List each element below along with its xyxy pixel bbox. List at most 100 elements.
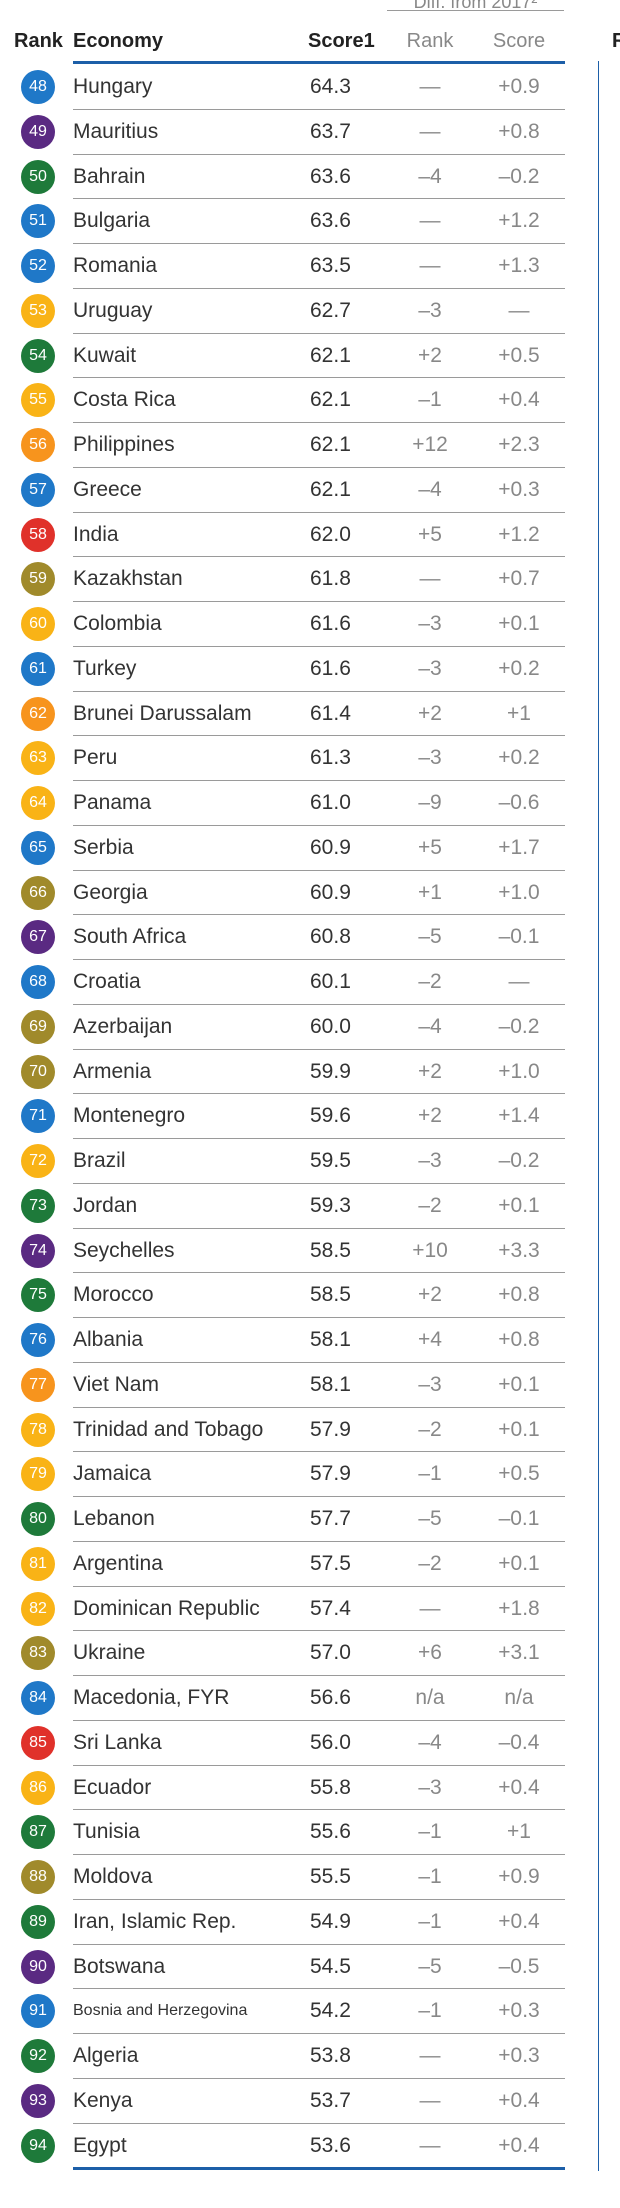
economy: South Africa	[73, 925, 187, 949]
row-rule	[73, 108, 565, 110]
row-rule	[73, 2033, 565, 2034]
score: 53.7	[310, 2088, 351, 2112]
row-rule	[73, 914, 565, 916]
score: 60.8	[310, 925, 351, 949]
header-rule	[73, 61, 565, 64]
diff-score: +1.0	[498, 880, 540, 904]
rank-badge: 82	[21, 1591, 55, 1626]
economy: Hungary	[73, 75, 153, 98]
economy: Romania	[73, 254, 158, 277]
economy: Colombia	[73, 612, 162, 635]
score: 62.7	[310, 298, 351, 322]
rank-badge: 54	[21, 338, 55, 373]
rank-badge: 59	[21, 562, 55, 597]
rank-badge: 57	[21, 472, 55, 507]
diff-score: –0.2	[498, 164, 540, 188]
diff-rank: –3	[418, 298, 442, 322]
rank-badge: 56	[21, 428, 55, 462]
economy: Georgia	[73, 880, 148, 904]
diff-rank: +5	[418, 522, 442, 546]
rank-badge: 79	[21, 1457, 55, 1492]
row-rule	[73, 153, 565, 155]
row-rule	[73, 1272, 565, 1274]
diff-score: +2.3	[498, 433, 540, 456]
row-rule	[73, 824, 565, 826]
diff-rank: —	[419, 75, 441, 98]
score: 57.0	[310, 1641, 351, 1665]
score: 62.1	[310, 388, 351, 412]
diff-score: +1.2	[498, 209, 540, 233]
economy: Ukraine	[73, 1641, 146, 1665]
diff-score: +0.4	[498, 1775, 540, 1799]
row-rule	[73, 287, 565, 289]
score: 63.6	[310, 164, 351, 188]
economy: Panama	[73, 791, 152, 814]
diff-rank: —	[419, 119, 441, 143]
diff-rank: –3	[418, 1149, 442, 1172]
diff-rank: +2	[418, 343, 442, 367]
economy: Brazil	[73, 1149, 126, 1172]
diff-rank: –1	[418, 1820, 442, 1844]
diff-score: +1.0	[498, 1059, 540, 1083]
rank-badge: 60	[21, 607, 55, 641]
score: 55.5	[310, 1865, 351, 1888]
row-rule	[73, 869, 565, 871]
score: 61.8	[310, 567, 351, 591]
diff-score: —	[508, 298, 530, 322]
economy: Seychelles	[73, 1238, 175, 1262]
score: 53.8	[310, 2044, 351, 2067]
diff-rank: —	[419, 2133, 441, 2157]
row-rule	[73, 1943, 565, 1945]
diff-rank: +2	[418, 1059, 442, 1083]
row-rule	[73, 645, 565, 647]
row-rule	[73, 1809, 565, 1811]
rank-badge: 62	[21, 696, 55, 731]
rank-badge: 67	[21, 920, 55, 955]
rank-header: Rank	[14, 30, 63, 52]
diff-score: +0.1	[498, 1417, 540, 1441]
rank-badge: 53	[21, 293, 55, 328]
diff-rank: —	[419, 567, 441, 591]
rank-badge: 75	[21, 1278, 55, 1313]
score: 57.4	[310, 1596, 351, 1620]
diff-score: —	[508, 970, 530, 993]
diff-header: Diff. from 2017²	[413, 0, 538, 12]
rank-badge: 84	[21, 1681, 55, 1715]
rank-badge: 51	[21, 204, 55, 239]
diff-score: +0.2	[498, 656, 540, 680]
score: 62.0	[310, 522, 351, 546]
score: 54.9	[310, 1909, 351, 1933]
diff-rank: –5	[418, 1507, 442, 1530]
row-rule	[73, 1003, 565, 1005]
diff-rank: –3	[418, 1775, 442, 1799]
economy: Argentina	[73, 1551, 163, 1575]
diff-rank: –1	[418, 1999, 442, 2023]
diff-rank: –3	[418, 612, 442, 635]
economy: Botswana	[73, 1954, 166, 1978]
rank-badge: 87	[21, 1815, 55, 1850]
diff-rank: —	[419, 2088, 441, 2112]
rank-badge: 93	[21, 2083, 55, 2118]
rank-badge: 74	[21, 1233, 55, 1268]
rank-badge: 61	[21, 651, 55, 686]
row-rule	[73, 198, 565, 200]
side-rule	[598, 61, 599, 2171]
diff-rank: –1	[418, 1462, 442, 1486]
diff-rank: –3	[418, 656, 442, 680]
score: 63.6	[310, 209, 351, 233]
row-rule	[73, 2077, 565, 2079]
diff-score: +0.8	[498, 119, 540, 143]
score: 59.3	[310, 1193, 351, 1217]
rank-badge: 89	[21, 1904, 55, 1939]
economy: Croatia	[73, 970, 141, 993]
economy: Peru	[73, 746, 118, 770]
row-rule	[73, 2122, 565, 2124]
score: 54.5	[310, 1954, 351, 1978]
score: 60.1	[310, 970, 351, 993]
economy: Viet Nam	[73, 1372, 159, 1396]
diff-score: +0.2	[498, 746, 540, 770]
score: 56.6	[310, 1686, 351, 1709]
score: 57.7	[310, 1507, 351, 1530]
diff-rank: –1	[418, 388, 442, 412]
